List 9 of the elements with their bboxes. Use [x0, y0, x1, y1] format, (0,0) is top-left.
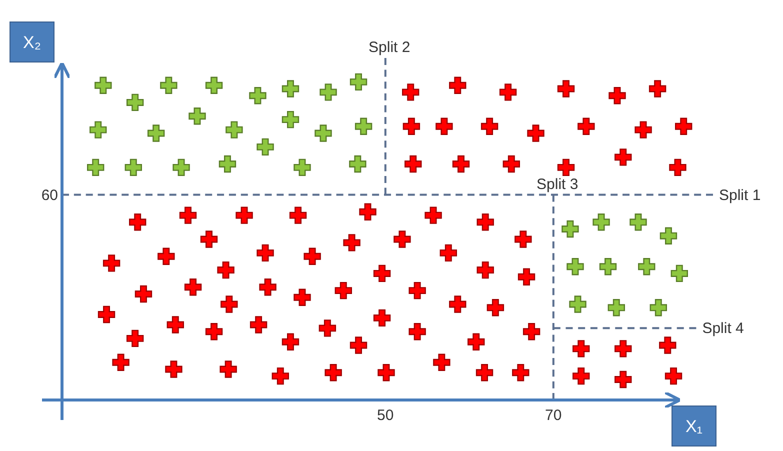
annotation: Split 4: [702, 320, 744, 338]
y-axis-title: X₂: [23, 33, 41, 52]
x-tick-label: 50: [377, 407, 394, 424]
annotation: Split 2: [368, 39, 410, 56]
annotation: Split 1: [719, 186, 761, 204]
x-axis-title: X₁: [685, 417, 703, 436]
x-tick-label: 70: [545, 407, 562, 424]
annotation: 60: [41, 186, 58, 204]
annotation: Split 3: [536, 176, 578, 193]
